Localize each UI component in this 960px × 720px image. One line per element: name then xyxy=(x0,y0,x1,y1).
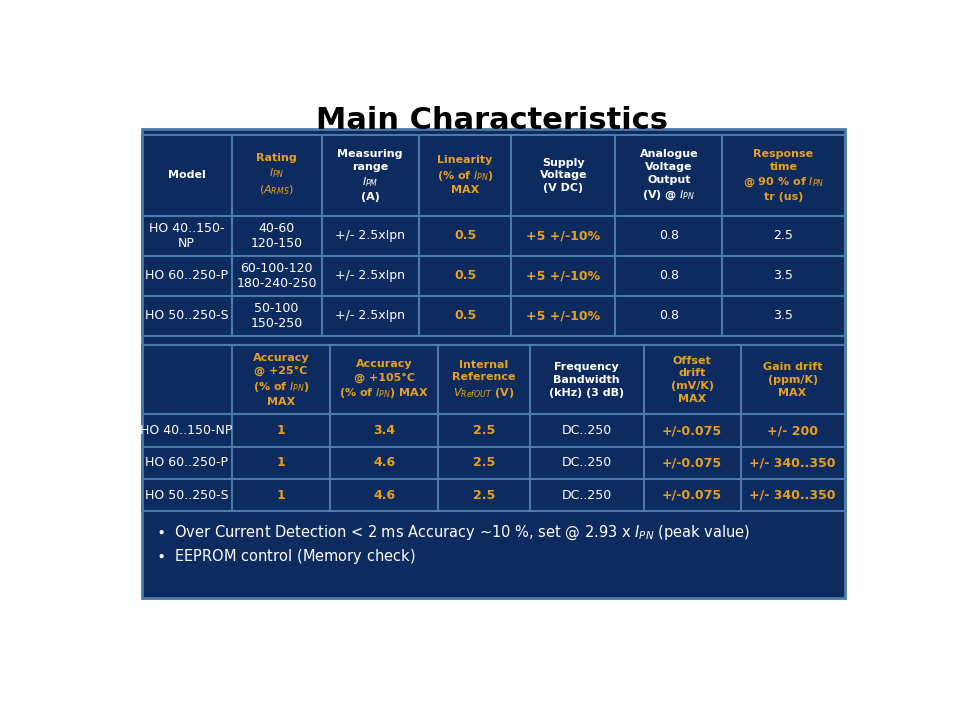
Text: 2.5: 2.5 xyxy=(774,229,793,242)
Text: 1: 1 xyxy=(276,456,285,469)
Text: DC..250: DC..250 xyxy=(562,424,612,437)
Text: 0.5: 0.5 xyxy=(454,310,476,323)
Text: +/-0.075: +/-0.075 xyxy=(662,424,722,437)
Text: HO 40..150-NP: HO 40..150-NP xyxy=(140,424,233,437)
Text: HO 40..150-
NP: HO 40..150- NP xyxy=(149,222,225,250)
Text: Frequency
Bandwidth
(kHz) (3 dB): Frequency Bandwidth (kHz) (3 dB) xyxy=(549,362,624,397)
Text: HO 50..250-S: HO 50..250-S xyxy=(145,310,228,323)
Text: 3.5: 3.5 xyxy=(774,310,793,323)
Text: +/- 200: +/- 200 xyxy=(767,424,818,437)
Text: 40-60
120-150: 40-60 120-150 xyxy=(251,222,302,250)
Text: 3.5: 3.5 xyxy=(774,269,793,282)
Text: +/- 340..350: +/- 340..350 xyxy=(750,489,836,502)
Text: 4.6: 4.6 xyxy=(373,489,396,502)
Text: 1: 1 xyxy=(276,489,285,502)
Text: 1: 1 xyxy=(276,424,285,437)
Text: Main Characteristics: Main Characteristics xyxy=(316,106,668,135)
Text: +5 +/-10%: +5 +/-10% xyxy=(526,310,601,323)
Text: Accuracy
@ +105°C
(% of $I_{PN}$) MAX: Accuracy @ +105°C (% of $I_{PN}$) MAX xyxy=(340,359,429,400)
Text: Measuring
range
$I_{PM}$
(A): Measuring range $I_{PM}$ (A) xyxy=(337,149,403,202)
Text: Accuracy
@ +25°C
(% of $I_{PN}$)
MAX: Accuracy @ +25°C (% of $I_{PN}$) MAX xyxy=(252,353,309,407)
Text: +/- 2.5xIpn: +/- 2.5xIpn xyxy=(335,310,405,323)
Text: Internal
Reference
$V_{RefOUT}$ (V): Internal Reference $V_{RefOUT}$ (V) xyxy=(452,359,516,400)
Text: Response
time
@ 90 % of $I_{PN}$
tr (us): Response time @ 90 % of $I_{PN}$ tr (us) xyxy=(743,149,824,202)
Text: Gain drift
(ppm/K)
MAX: Gain drift (ppm/K) MAX xyxy=(763,362,823,397)
Text: Rating
$I_{PN}$
$(A_{RMS})$: Rating $I_{PN}$ $(A_{RMS})$ xyxy=(256,153,297,197)
Text: +/- 340..350: +/- 340..350 xyxy=(750,456,836,469)
Text: 3.4: 3.4 xyxy=(373,424,396,437)
Text: 2.5: 2.5 xyxy=(473,489,495,502)
Text: 0.8: 0.8 xyxy=(659,269,679,282)
Text: 0.8: 0.8 xyxy=(659,229,679,242)
Text: 2.5: 2.5 xyxy=(473,456,495,469)
Text: HO 60..250-P: HO 60..250-P xyxy=(145,269,228,282)
Text: 4.6: 4.6 xyxy=(373,456,396,469)
Text: +/- 2.5xIpn: +/- 2.5xIpn xyxy=(335,229,405,242)
Text: +5 +/-10%: +5 +/-10% xyxy=(526,269,601,282)
Text: $\bullet$  EEPROM control (Memory check): $\bullet$ EEPROM control (Memory check) xyxy=(156,546,415,566)
Text: Analogue
Voltage
Output
(V) @ $I_{PN}$: Analogue Voltage Output (V) @ $I_{PN}$ xyxy=(639,149,698,202)
Text: HO 60..250-P: HO 60..250-P xyxy=(145,456,228,469)
Text: +/-0.075: +/-0.075 xyxy=(662,456,722,469)
Text: +/- 2.5xIpn: +/- 2.5xIpn xyxy=(335,269,405,282)
Text: $\bullet$  Over Current Detection < 2 ms Accuracy ~10 %, set @ 2.93 x $I_{PN}$ (: $\bullet$ Over Current Detection < 2 ms … xyxy=(156,523,750,542)
Text: +/-0.075: +/-0.075 xyxy=(662,489,722,502)
Text: 60-100-120
180-240-250: 60-100-120 180-240-250 xyxy=(236,261,317,290)
Text: Model: Model xyxy=(168,171,205,180)
Text: 0.5: 0.5 xyxy=(454,229,476,242)
Text: Supply
Voltage
(V DC): Supply Voltage (V DC) xyxy=(540,158,588,193)
Text: Linearity
(% of $I_{PN}$)
MAX: Linearity (% of $I_{PN}$) MAX xyxy=(437,156,493,196)
Text: 0.8: 0.8 xyxy=(659,310,679,323)
Text: DC..250: DC..250 xyxy=(562,489,612,502)
Text: Offset
drift
(mV/K)
MAX: Offset drift (mV/K) MAX xyxy=(671,356,713,404)
Text: DC..250: DC..250 xyxy=(562,456,612,469)
Bar xyxy=(142,129,845,598)
Text: 2.5: 2.5 xyxy=(473,424,495,437)
Text: 50-100
150-250: 50-100 150-250 xyxy=(251,302,302,330)
Text: 0.5: 0.5 xyxy=(454,269,476,282)
Text: +5 +/-10%: +5 +/-10% xyxy=(526,229,601,242)
Text: HO 50..250-S: HO 50..250-S xyxy=(145,489,228,502)
